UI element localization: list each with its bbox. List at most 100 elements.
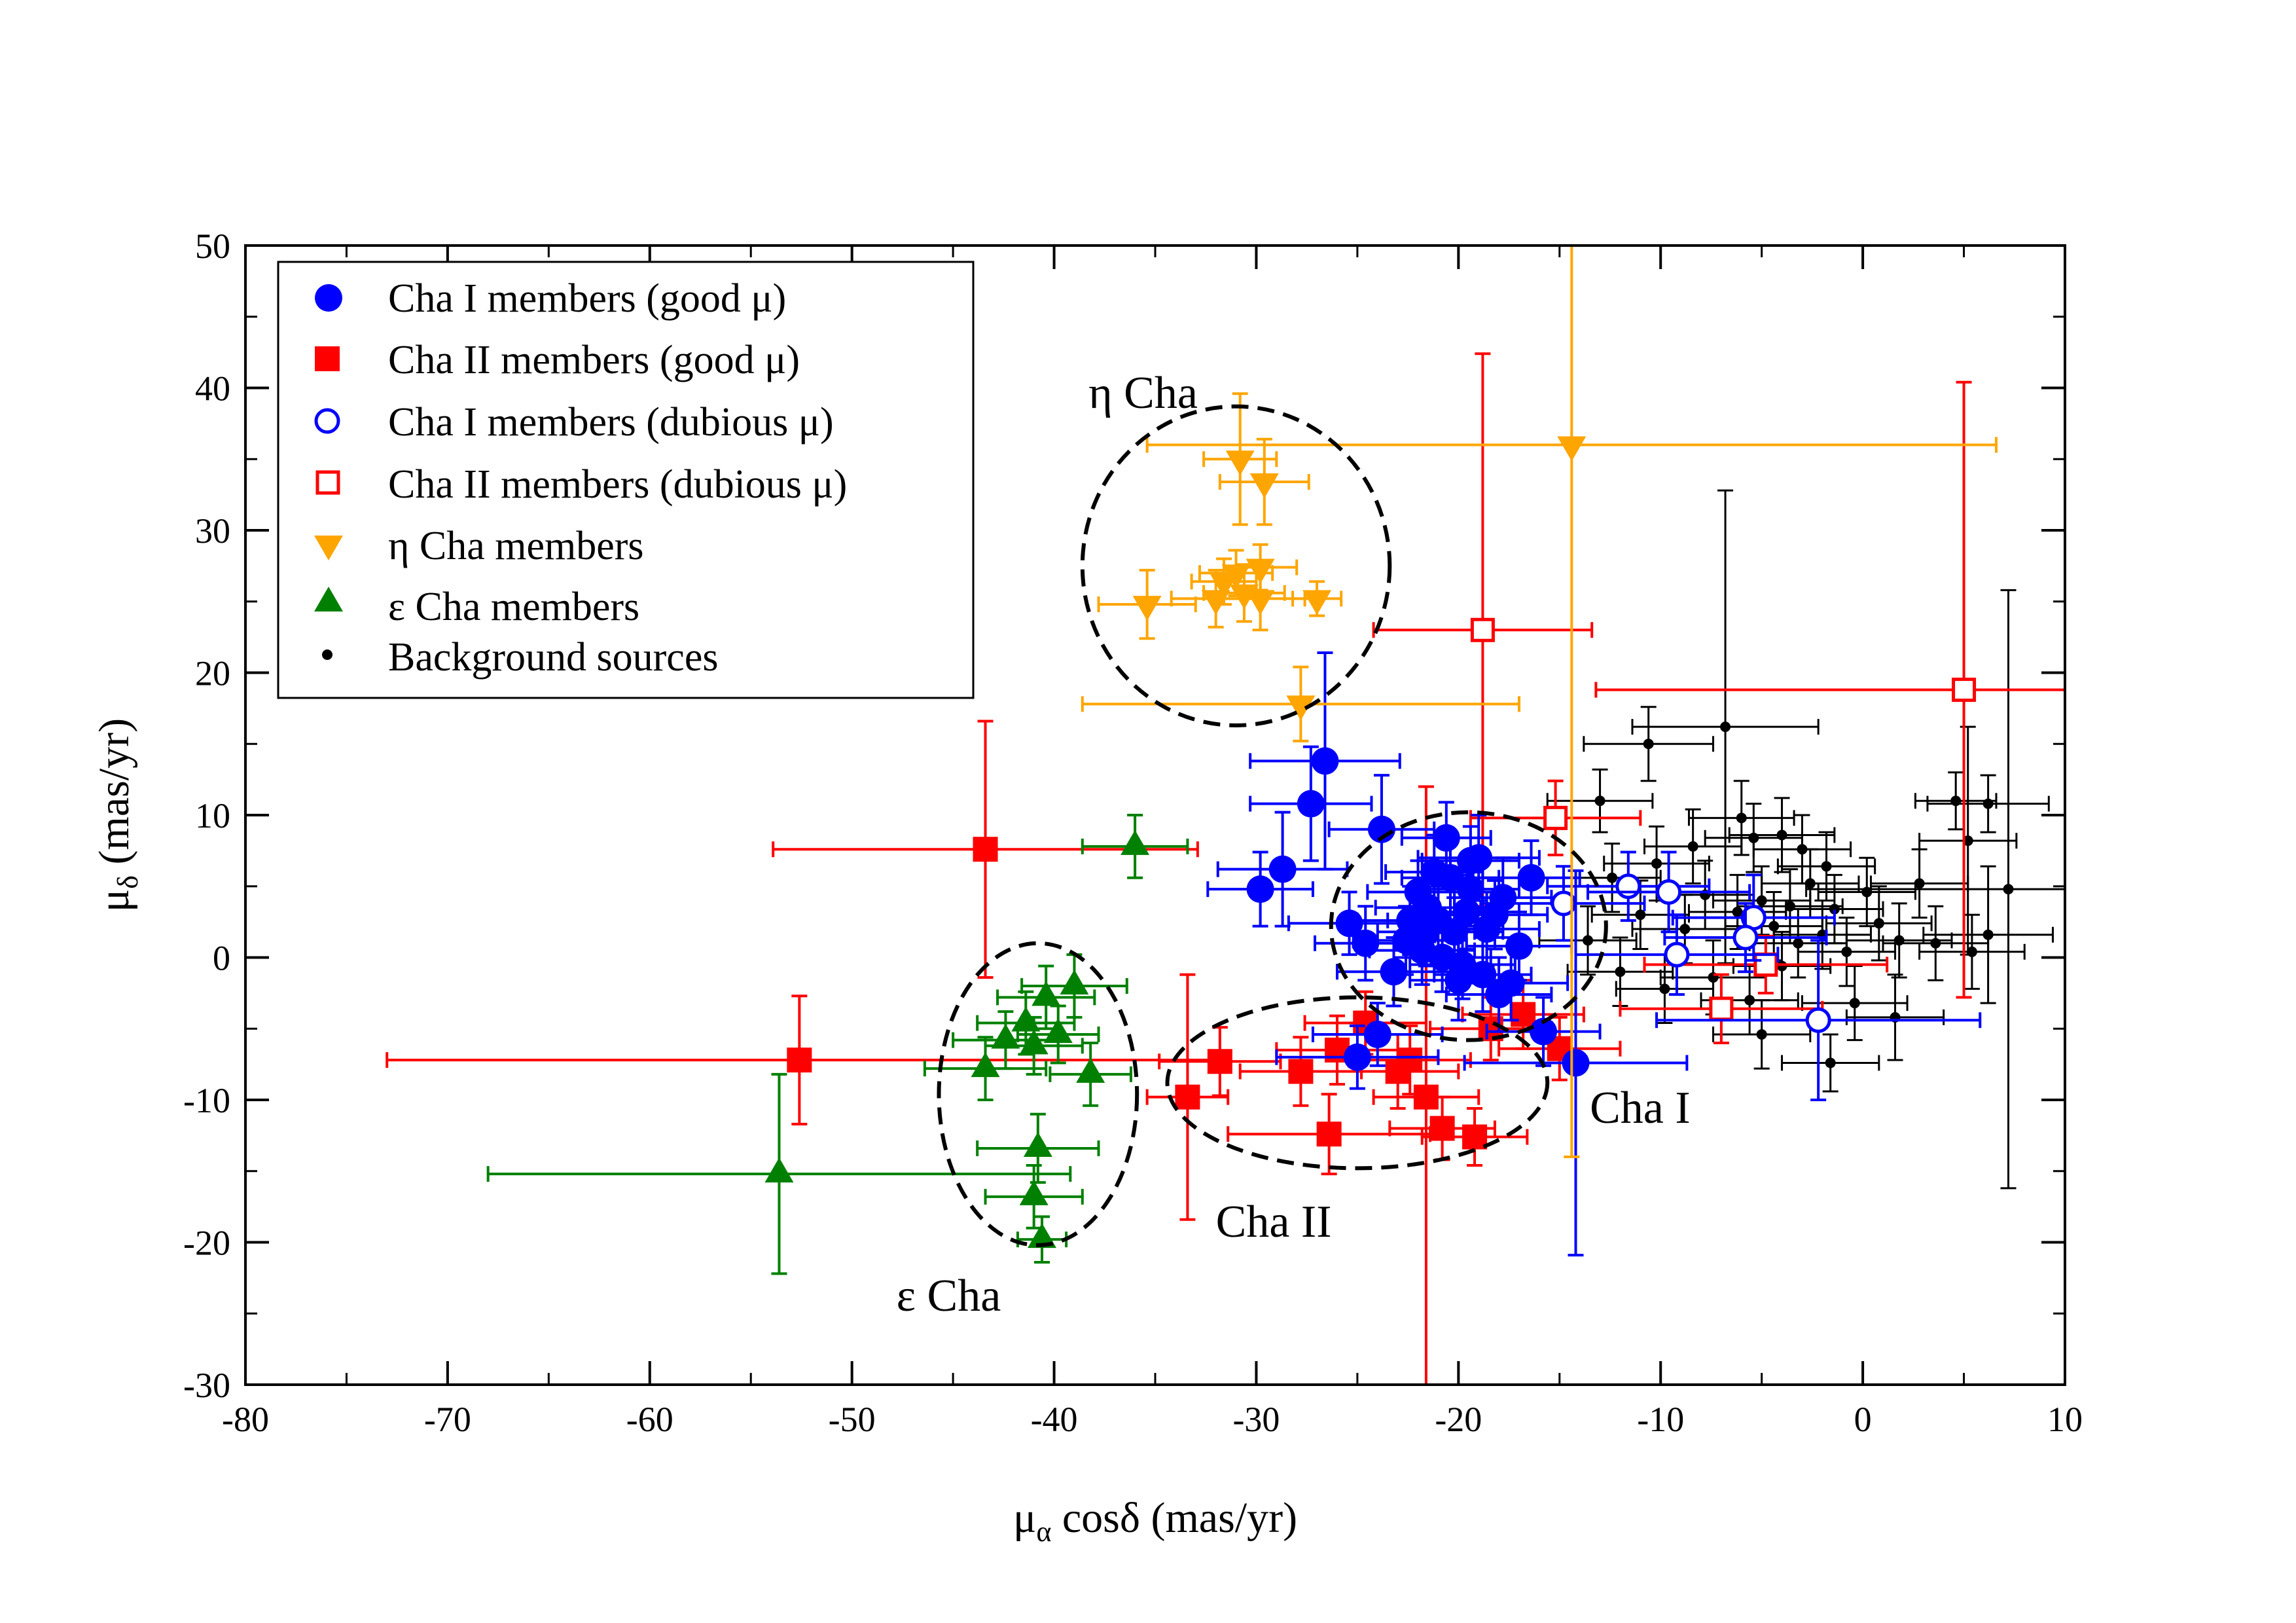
marker-dot xyxy=(1982,929,1994,940)
legend-label: Cha II members (dubious μ) xyxy=(388,462,847,507)
marker-filled-circle xyxy=(1452,898,1480,926)
marker-filled-circle xyxy=(1432,824,1460,852)
data-point xyxy=(1158,1026,1282,1097)
marker-dot xyxy=(1849,998,1860,1009)
legend-box xyxy=(277,261,975,699)
marker-filled-circle xyxy=(1380,958,1408,986)
legend: Cha I members (good μ) Cha II members (g… xyxy=(277,261,975,699)
legend-label: Cha I members (dubious μ) xyxy=(388,400,834,445)
data-point xyxy=(1216,811,1349,928)
data-point xyxy=(1227,1093,1432,1176)
marker-filled-circle xyxy=(1246,875,1274,903)
x-tick-label: -10 xyxy=(1637,1400,1684,1439)
marker-dot xyxy=(1651,858,1662,869)
axes: -80 -70 -60 -50 -40 -30 -20 -10 0 10 -30 -20 -10 0 10 2… xyxy=(183,227,2083,1439)
marker-dot xyxy=(1962,835,1973,847)
data-point xyxy=(1643,934,1889,994)
series-square-filled xyxy=(386,720,1622,1385)
region-ellipses xyxy=(937,404,1608,1247)
series-triangle-down-filled xyxy=(1081,246,1998,1158)
y-tick-label: 50 xyxy=(195,227,230,266)
marker-dot xyxy=(1736,812,1747,824)
marker-filled-circle xyxy=(1352,929,1380,957)
marker-open-circle xyxy=(1615,873,1641,900)
legend-entry-cha1-dubious: Cha I members (dubious μ) xyxy=(314,400,834,445)
marker-up-triangle xyxy=(764,1158,794,1183)
marker-down-triangle xyxy=(1249,473,1279,499)
data-point xyxy=(1643,808,1743,884)
legend-entry-cha1-good: Cha I members (good μ) xyxy=(315,276,786,321)
legend-label: Cha I members (good μ) xyxy=(388,276,786,321)
x-tick-label: -50 xyxy=(829,1400,876,1439)
marker-filled-square xyxy=(1462,1124,1488,1150)
data-point xyxy=(1801,965,1909,1042)
marker-filled-circle xyxy=(1268,855,1297,883)
marker-filled-circle xyxy=(1420,858,1448,886)
data-point xyxy=(1583,706,1715,782)
marker-down-triangle xyxy=(1557,436,1587,462)
marker-dot xyxy=(1643,739,1654,750)
data-point xyxy=(1498,1015,1622,1082)
marker-dot xyxy=(1720,721,1731,733)
marker-dot xyxy=(1825,1057,1836,1068)
marker-up-triangle xyxy=(1060,970,1089,994)
legend-marker-down-triangle xyxy=(314,536,343,560)
marker-dot xyxy=(1930,938,1941,949)
data-point xyxy=(1016,1215,1068,1264)
marker-filled-square xyxy=(1397,1048,1423,1073)
data-point xyxy=(1287,890,1412,957)
marker-dot xyxy=(1607,872,1618,883)
marker-dot xyxy=(1687,841,1698,852)
data-point xyxy=(1275,1024,1440,1090)
data-point xyxy=(1918,725,2018,956)
data-point xyxy=(1817,856,1916,928)
marker-down-triangle xyxy=(1286,695,1316,721)
data-point xyxy=(1420,1107,1529,1167)
marker-filled-circle xyxy=(1505,932,1533,960)
marker-dot xyxy=(1861,886,1873,898)
data-point xyxy=(1463,869,1689,1257)
marker-dot xyxy=(2003,884,2014,895)
marker-filled-square xyxy=(1207,1049,1232,1074)
data-point xyxy=(1619,973,1824,1044)
marker-up-triangle xyxy=(1076,1057,1105,1083)
data-point xyxy=(1020,953,1128,1019)
data-point xyxy=(984,1164,1084,1230)
data-point xyxy=(1081,665,1520,742)
y-tick-label: 10 xyxy=(195,796,230,835)
marker-up-triangle xyxy=(1011,1006,1041,1032)
data-point xyxy=(1441,879,1549,951)
label-eps-cha: ε Cha xyxy=(897,1271,1001,1321)
x-tick-label: 0 xyxy=(1854,1400,1872,1439)
data-point xyxy=(1145,246,1998,1158)
label-cha-i: Cha I xyxy=(1590,1083,1691,1133)
legend-label: Cha II members (good μ) xyxy=(388,338,800,382)
y-tick-label: -10 xyxy=(183,1081,230,1120)
marker-filled-square xyxy=(1316,1122,1342,1147)
data-point xyxy=(996,964,1096,1030)
marker-filled-circle xyxy=(1517,864,1545,892)
data-point xyxy=(976,1112,1100,1184)
data-point xyxy=(1704,803,1803,873)
marker-filled-square xyxy=(973,837,998,862)
marker-filled-circle xyxy=(1363,1020,1391,1048)
data-point xyxy=(1825,885,1933,962)
data-point xyxy=(1776,831,1876,902)
legend-label: ε Cha members xyxy=(388,585,639,629)
data-point xyxy=(1594,380,2065,999)
data-point xyxy=(1249,745,1373,862)
data-point xyxy=(1412,873,1520,951)
marker-dot xyxy=(1756,1029,1767,1040)
data-point xyxy=(1420,825,1520,896)
data-point xyxy=(1291,580,1343,617)
data-point xyxy=(1218,437,1310,526)
x-axis-title: μα cosδ (mas/yr) xyxy=(1013,1494,1297,1548)
x-tick-label: -80 xyxy=(222,1400,269,1439)
data-point xyxy=(1097,568,1197,640)
label-eta-cha: η Cha xyxy=(1088,368,1198,418)
marker-dot xyxy=(1776,830,1787,841)
data-point xyxy=(1797,917,1897,987)
data-point xyxy=(1202,392,1278,526)
legend-entry-eps-cha: ε Cha members xyxy=(314,585,639,629)
